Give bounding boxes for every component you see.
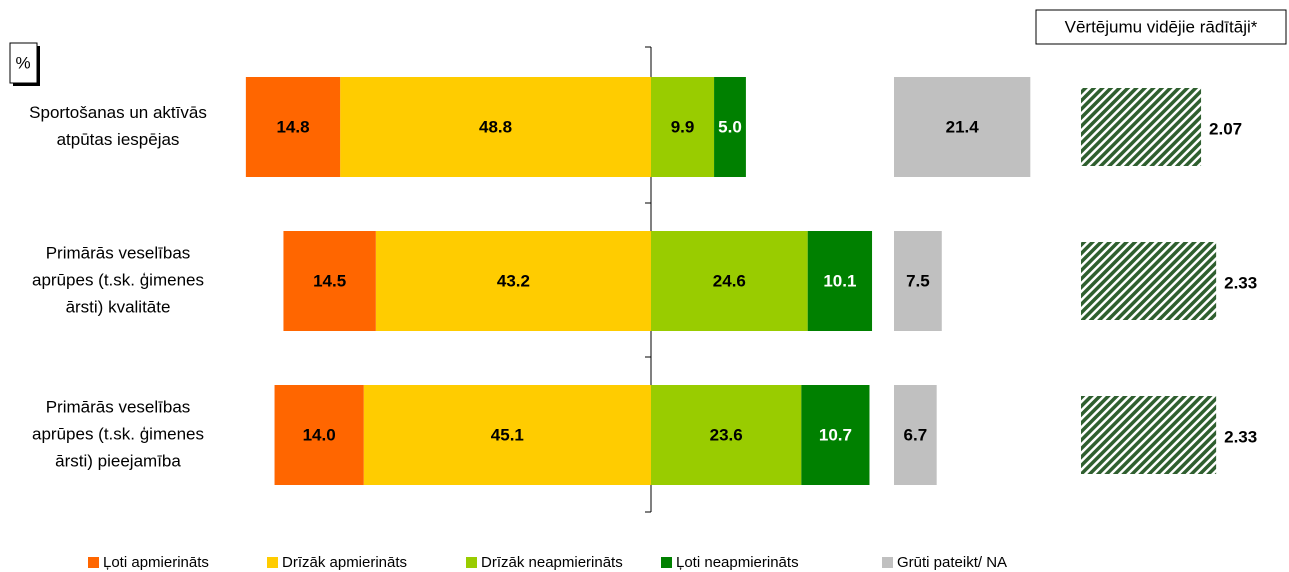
bar-segment bbox=[801, 385, 870, 485]
value-label: 10.1 bbox=[823, 271, 856, 290]
category-label: atpūtas iespējas bbox=[57, 130, 180, 149]
average-title: Vērtējumu vidējie rādītāji* bbox=[1065, 17, 1258, 36]
bar-segment bbox=[340, 77, 651, 177]
bar-segment bbox=[651, 231, 808, 331]
value-label: 45.1 bbox=[491, 425, 524, 444]
legend-label: Drīzāk neapmierināts bbox=[481, 554, 623, 571]
category-label: ārsti) kvalitāte bbox=[66, 297, 171, 316]
bar-segment bbox=[375, 231, 651, 331]
category-label: aprūpes (t.sk. ģimenes bbox=[32, 424, 204, 443]
category-label: Primārās veselības bbox=[46, 243, 191, 262]
value-label: 10.7 bbox=[819, 425, 852, 444]
bar-segment bbox=[714, 77, 746, 177]
category-label: Primārās veselības bbox=[46, 397, 191, 416]
average-label: 2.07 bbox=[1209, 119, 1242, 138]
category-label: ārsti) pieejamība bbox=[55, 451, 181, 470]
category-label: Sportošanas un aktīvās bbox=[29, 103, 207, 122]
legend-label: Grūti pateikt/ NA bbox=[897, 554, 1007, 571]
bar-segment bbox=[651, 77, 715, 177]
average-label: 2.33 bbox=[1224, 273, 1257, 292]
average-bar bbox=[1081, 396, 1217, 474]
value-label: 14.5 bbox=[313, 271, 346, 290]
bar-segment bbox=[283, 231, 376, 331]
legend-swatch bbox=[88, 557, 99, 568]
average-bar bbox=[1081, 242, 1217, 320]
legend-label: Drīzāk apmierināts bbox=[282, 554, 407, 571]
bar-segment bbox=[807, 231, 873, 331]
value-label: 7.5 bbox=[906, 271, 930, 290]
na-bar bbox=[894, 385, 937, 485]
value-label: 24.6 bbox=[713, 271, 746, 290]
legend-swatch bbox=[882, 557, 893, 568]
legend-swatch bbox=[466, 557, 477, 568]
average-bar bbox=[1081, 88, 1202, 166]
bar-segment bbox=[651, 385, 802, 485]
bar-segment bbox=[245, 77, 341, 177]
legend-label: Ļoti neapmierināts bbox=[676, 554, 799, 571]
value-label: 43.2 bbox=[497, 271, 530, 290]
value-label: 5.0 bbox=[718, 117, 742, 136]
unit-label: % bbox=[15, 53, 30, 72]
value-label: 9.9 bbox=[671, 117, 695, 136]
average-label: 2.33 bbox=[1224, 427, 1257, 446]
unit-box bbox=[9, 42, 38, 84]
value-label: 23.6 bbox=[710, 425, 743, 444]
value-label: 48.8 bbox=[479, 117, 512, 136]
average-title-box bbox=[1035, 9, 1287, 45]
legend-label: Ļoti apmierināts bbox=[103, 554, 209, 571]
na-bar bbox=[894, 77, 1031, 177]
bar-segment bbox=[363, 385, 651, 485]
value-label: 21.4 bbox=[946, 117, 980, 136]
legend-swatch bbox=[267, 557, 278, 568]
bar-segment bbox=[274, 385, 364, 485]
value-label: 6.7 bbox=[904, 425, 928, 444]
value-label: 14.8 bbox=[276, 117, 309, 136]
value-label: 14.0 bbox=[303, 425, 336, 444]
category-label: aprūpes (t.sk. ģimenes bbox=[32, 270, 204, 289]
na-bar bbox=[894, 231, 942, 331]
legend-swatch bbox=[661, 557, 672, 568]
